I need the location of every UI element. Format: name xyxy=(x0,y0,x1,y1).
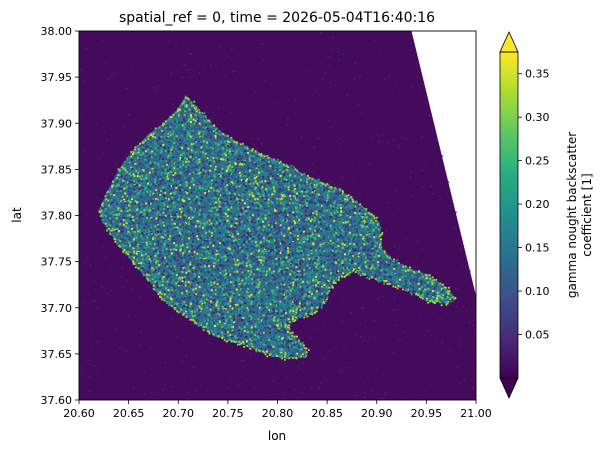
x-axis-label: lon xyxy=(268,429,286,443)
x-tick-label: 20.70 xyxy=(163,407,195,420)
colorbar-extend-min xyxy=(499,377,519,399)
colorbar-tick-label: 0.35 xyxy=(525,68,550,81)
colorbar-frame xyxy=(499,51,519,379)
x-tick-label: 20.60 xyxy=(63,407,95,420)
colorbar-extend-max xyxy=(499,31,519,53)
x-axis: 20.60 20.65 20.70 20.75 20.80 20.85 20.90 20.95… xyxy=(63,400,492,420)
y-tick-label: 37.65 xyxy=(41,348,73,361)
colorbar-tick-label: 0.20 xyxy=(525,198,550,211)
colorbar-label-line2: coefficient [1] xyxy=(580,173,594,256)
colorbar-tick-label: 0.15 xyxy=(525,242,550,255)
y-tick-label: 37.70 xyxy=(41,302,73,315)
y-axis: 37.60 37.65 37.70 37.75 37.80 37.85 37.90 37.95… xyxy=(41,25,79,407)
y-tick-label: 37.75 xyxy=(41,256,73,269)
colorbar-tick-label: 0.30 xyxy=(525,111,550,124)
x-tick-label: 20.75 xyxy=(212,407,244,420)
plot-area xyxy=(78,30,477,401)
y-axis-label: lat xyxy=(10,207,24,223)
x-tick-label: 20.95 xyxy=(411,407,443,420)
y-tick-label: 37.85 xyxy=(41,163,73,176)
coastline-bright xyxy=(98,95,457,361)
x-tick-label: 20.85 xyxy=(311,407,343,420)
colorbar-tick-label: 0.05 xyxy=(525,329,550,342)
colorbar: 0.05 0.10 0.15 0.20 0.25 0.30 0.35 gamma nough… xyxy=(499,31,594,399)
y-tick-label: 38.00 xyxy=(41,25,73,38)
x-tick-label: 20.65 xyxy=(113,407,145,420)
colorbar-label-line1: gamma nought backscatter xyxy=(565,132,579,298)
chart-title: spatial_ref = 0, time = 2026-05-04T16:40… xyxy=(119,10,435,26)
x-tick-label: 20.90 xyxy=(361,407,393,420)
colorbar-tick-label: 0.25 xyxy=(525,155,550,168)
y-tick-label: 37.60 xyxy=(41,394,73,407)
y-tick-label: 37.90 xyxy=(41,117,73,130)
x-tick-label: 20.80 xyxy=(262,407,294,420)
x-tick-label: 21.00 xyxy=(460,407,492,420)
colorbar-ticks: 0.05 0.10 0.15 0.20 0.25 0.30 0.35 xyxy=(518,68,550,342)
colorbar-tick-label: 0.10 xyxy=(525,285,550,298)
y-tick-label: 37.80 xyxy=(41,210,73,223)
colorbar-gradient xyxy=(500,52,518,378)
y-tick-label: 37.95 xyxy=(41,71,73,84)
raster-image xyxy=(79,31,476,400)
